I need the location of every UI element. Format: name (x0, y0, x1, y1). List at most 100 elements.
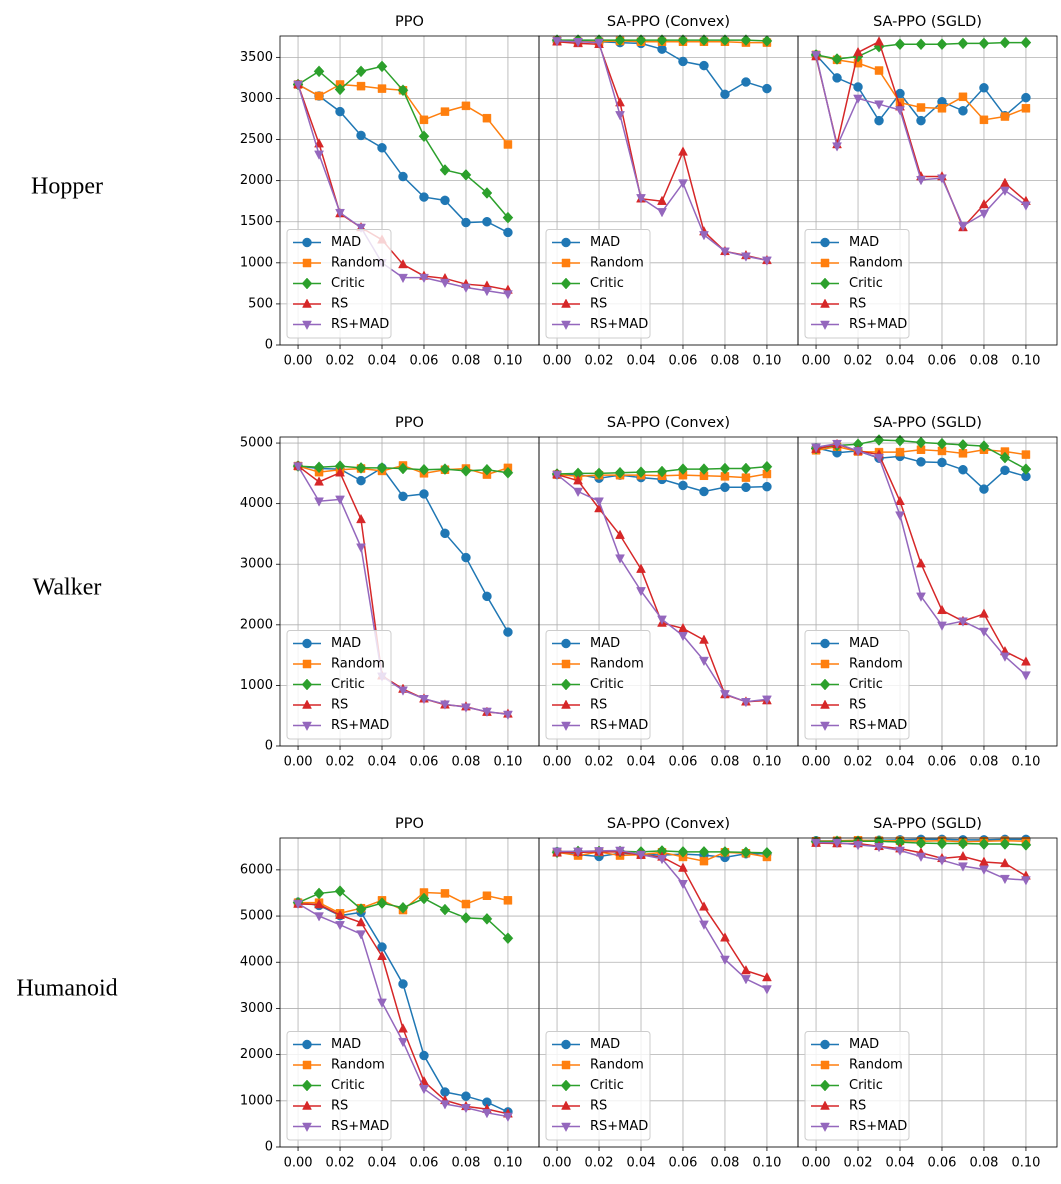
y-tick-label: 2000 (240, 173, 273, 188)
chart-title: SA-PPO (SGLD) (873, 14, 982, 30)
x-tick-label: 0.00 (543, 354, 572, 369)
x-tick-label: 0.06 (410, 1156, 439, 1171)
marker (853, 46, 863, 57)
marker (440, 107, 450, 116)
y-tick-label: 3500 (240, 50, 273, 65)
marker (937, 174, 947, 184)
marker (853, 82, 863, 92)
x-tick-label: 0.08 (710, 755, 739, 770)
marker (356, 130, 366, 141)
y-tick-label: 2500 (240, 132, 273, 147)
x-tick-label: 0.10 (1011, 755, 1040, 770)
marker (314, 150, 324, 160)
x-tick-label: 0.10 (1011, 354, 1040, 369)
marker (741, 698, 751, 708)
marker (419, 694, 429, 705)
marker (314, 497, 324, 507)
marker (615, 846, 625, 857)
x-tick-label: 0.06 (928, 354, 957, 369)
marker (958, 92, 968, 102)
marker (293, 462, 303, 472)
legend-label: MAD (331, 1037, 361, 1052)
legend-marker (302, 298, 312, 308)
marker (699, 656, 709, 667)
legend-box (804, 229, 910, 339)
marker (615, 111, 625, 121)
x-tick-label: 0.06 (669, 354, 698, 369)
marker (762, 256, 772, 266)
marker (314, 912, 324, 922)
marker (356, 475, 366, 486)
marker (678, 146, 688, 156)
marker (937, 856, 947, 866)
legend-marker (302, 237, 312, 248)
marker (740, 34, 752, 46)
x-tick-label: 0.08 (451, 755, 480, 770)
marker (481, 912, 493, 925)
y-tick-label: 6000 (240, 862, 273, 877)
marker (502, 211, 514, 224)
marker (719, 34, 731, 46)
legend-label: Critic (590, 276, 624, 291)
x-tick-label: 0.06 (410, 354, 439, 369)
marker (440, 278, 450, 289)
marker (293, 80, 303, 91)
marker (698, 463, 710, 475)
x-tick-label: 0.06 (669, 755, 698, 770)
marker (915, 38, 927, 51)
legend-label: Random (331, 256, 385, 271)
marker (761, 846, 773, 859)
marker (979, 865, 989, 875)
legend-label: RS (331, 297, 348, 312)
legend-box (545, 630, 651, 740)
marker (355, 65, 367, 78)
marker (419, 115, 429, 125)
y-tick-label: 1000 (240, 678, 273, 693)
marker (636, 563, 646, 573)
legend-box (286, 229, 392, 339)
legend-marker (302, 320, 312, 331)
chart-title: SA-PPO (SGLD) (873, 415, 982, 431)
x-tick-label: 0.02 (326, 1156, 355, 1171)
marker (461, 101, 471, 111)
legend-marker (302, 1122, 312, 1133)
marker (573, 487, 583, 498)
marker (895, 495, 905, 505)
marker (1000, 447, 1010, 456)
marker (979, 198, 989, 209)
legend-box (804, 1031, 910, 1141)
y-tick-label: 500 (248, 296, 273, 311)
legend-label: RS+MAD (590, 317, 648, 332)
marker (376, 462, 388, 474)
marker (461, 703, 471, 713)
marker (741, 77, 751, 87)
legend-marker (560, 277, 572, 290)
x-tick-label: 0.08 (451, 1156, 480, 1171)
legend-label: RS+MAD (331, 718, 389, 733)
marker (937, 104, 947, 113)
x-tick-label: 0.04 (886, 755, 915, 770)
legend-label: MAD (849, 636, 879, 651)
legend-label: RS+MAD (590, 718, 648, 733)
marker (1000, 112, 1010, 121)
marker (874, 843, 884, 853)
marker (740, 846, 752, 859)
y-tick-label: 1000 (240, 1093, 273, 1108)
legend-marker (820, 699, 830, 709)
series-line (297, 890, 509, 939)
marker (615, 97, 625, 107)
axes-frame (797, 35, 1058, 346)
legend-marker (820, 638, 830, 649)
series-line (297, 465, 509, 633)
series-line (556, 41, 768, 262)
marker (720, 247, 730, 257)
marker (439, 903, 451, 916)
marker (1021, 450, 1031, 459)
marker (936, 437, 948, 450)
marker (461, 1103, 471, 1114)
marker (1000, 652, 1010, 662)
legend-marker (820, 1039, 830, 1050)
marker (1021, 104, 1031, 113)
x-tick-label: 0.02 (585, 755, 614, 770)
marker (398, 491, 408, 502)
